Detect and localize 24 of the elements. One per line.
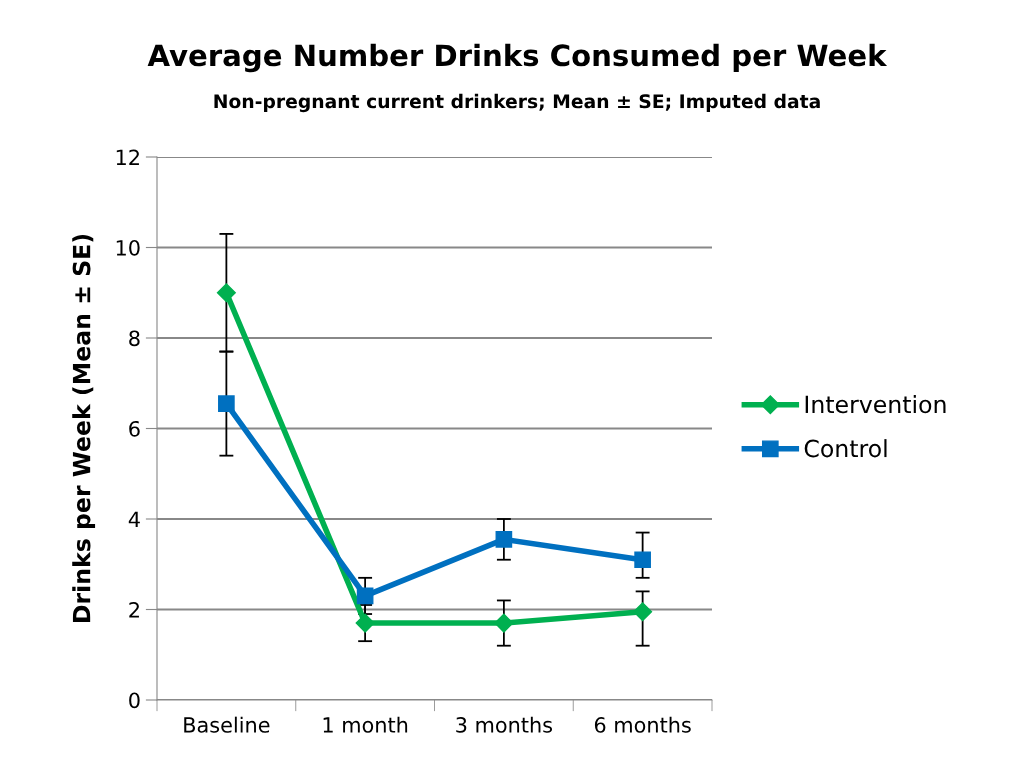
y-tick-label: 0 bbox=[129, 692, 140, 709]
point bbox=[356, 587, 374, 605]
point bbox=[218, 395, 235, 412]
point bbox=[355, 613, 375, 633]
y-tick-label: 12 bbox=[116, 149, 139, 165]
y-axis-title: Drinks per Week (Mean ± SE) bbox=[72, 234, 96, 622]
point bbox=[494, 613, 514, 633]
legend-label: Control bbox=[804, 439, 887, 458]
point bbox=[495, 531, 513, 548]
chart-title: Average Number Drinks Consumed per Week bbox=[147, 43, 888, 73]
legend-label: Intervention bbox=[805, 395, 946, 414]
y-tick-label: 4 bbox=[128, 511, 140, 527]
x-tick-label: 3 months bbox=[456, 716, 553, 733]
y-tick-label: 10 bbox=[116, 239, 140, 256]
y-tick-label: 8 bbox=[129, 330, 140, 347]
point bbox=[633, 602, 653, 622]
chart-subtitle: Non-pregnant current drinkers; Mean ± SE; Imputed data bbox=[214, 93, 820, 113]
x-tick-label: 1 month bbox=[323, 716, 408, 733]
point bbox=[216, 283, 236, 303]
x-tick-label: 6 months bbox=[594, 716, 691, 733]
y-tick-label: 2 bbox=[129, 601, 139, 618]
y-tick-label: 6 bbox=[129, 420, 140, 437]
x-tick-label: Baseline bbox=[184, 716, 270, 733]
point bbox=[634, 551, 651, 569]
